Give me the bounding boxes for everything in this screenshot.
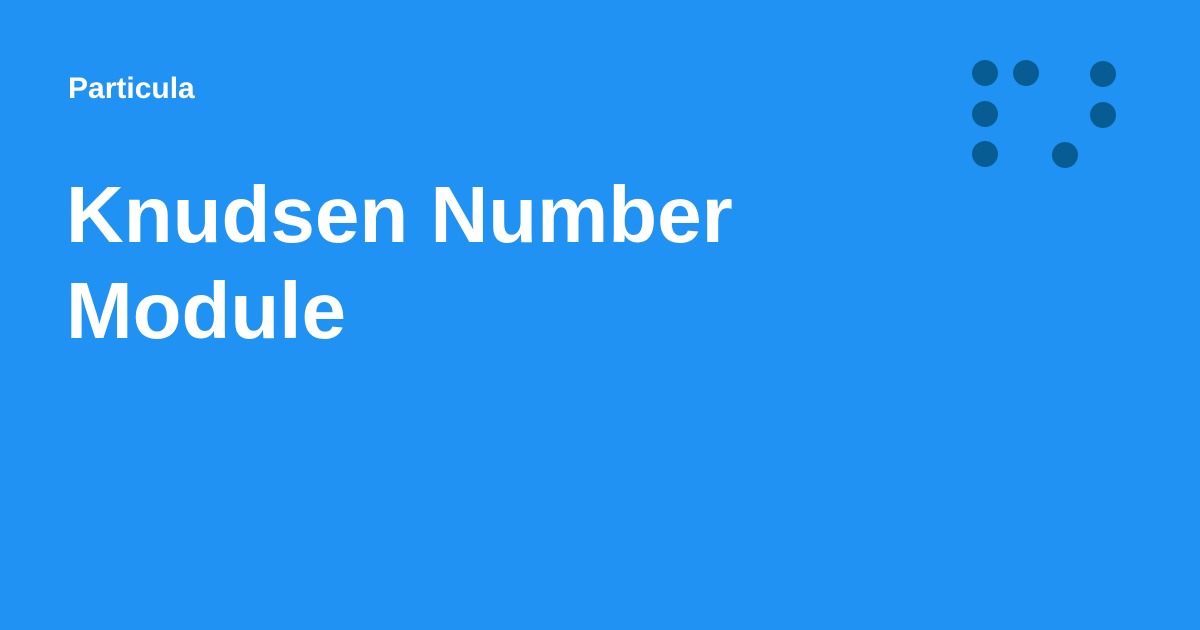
logo-dot bbox=[972, 60, 998, 86]
logo-dot bbox=[972, 141, 998, 167]
page-title-line-1: Knudsen Number bbox=[66, 170, 733, 259]
logo-dot bbox=[972, 101, 998, 127]
logo-dot bbox=[1090, 102, 1116, 128]
dot-grid-logo-icon bbox=[960, 50, 1130, 180]
site-name: Particula bbox=[68, 72, 195, 105]
logo-dot bbox=[1052, 142, 1078, 168]
page-title: Knudsen Number Module bbox=[66, 167, 966, 359]
logo-dot bbox=[1013, 60, 1039, 86]
page-title-line-2: Module bbox=[66, 266, 346, 355]
logo-dot bbox=[1090, 61, 1116, 87]
